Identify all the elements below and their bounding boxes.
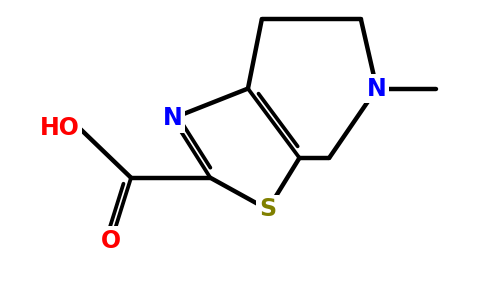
Text: S: S — [259, 197, 276, 221]
Text: HO: HO — [40, 116, 79, 140]
Text: O: O — [101, 229, 121, 253]
Text: N: N — [163, 106, 182, 130]
Text: N: N — [367, 76, 387, 100]
